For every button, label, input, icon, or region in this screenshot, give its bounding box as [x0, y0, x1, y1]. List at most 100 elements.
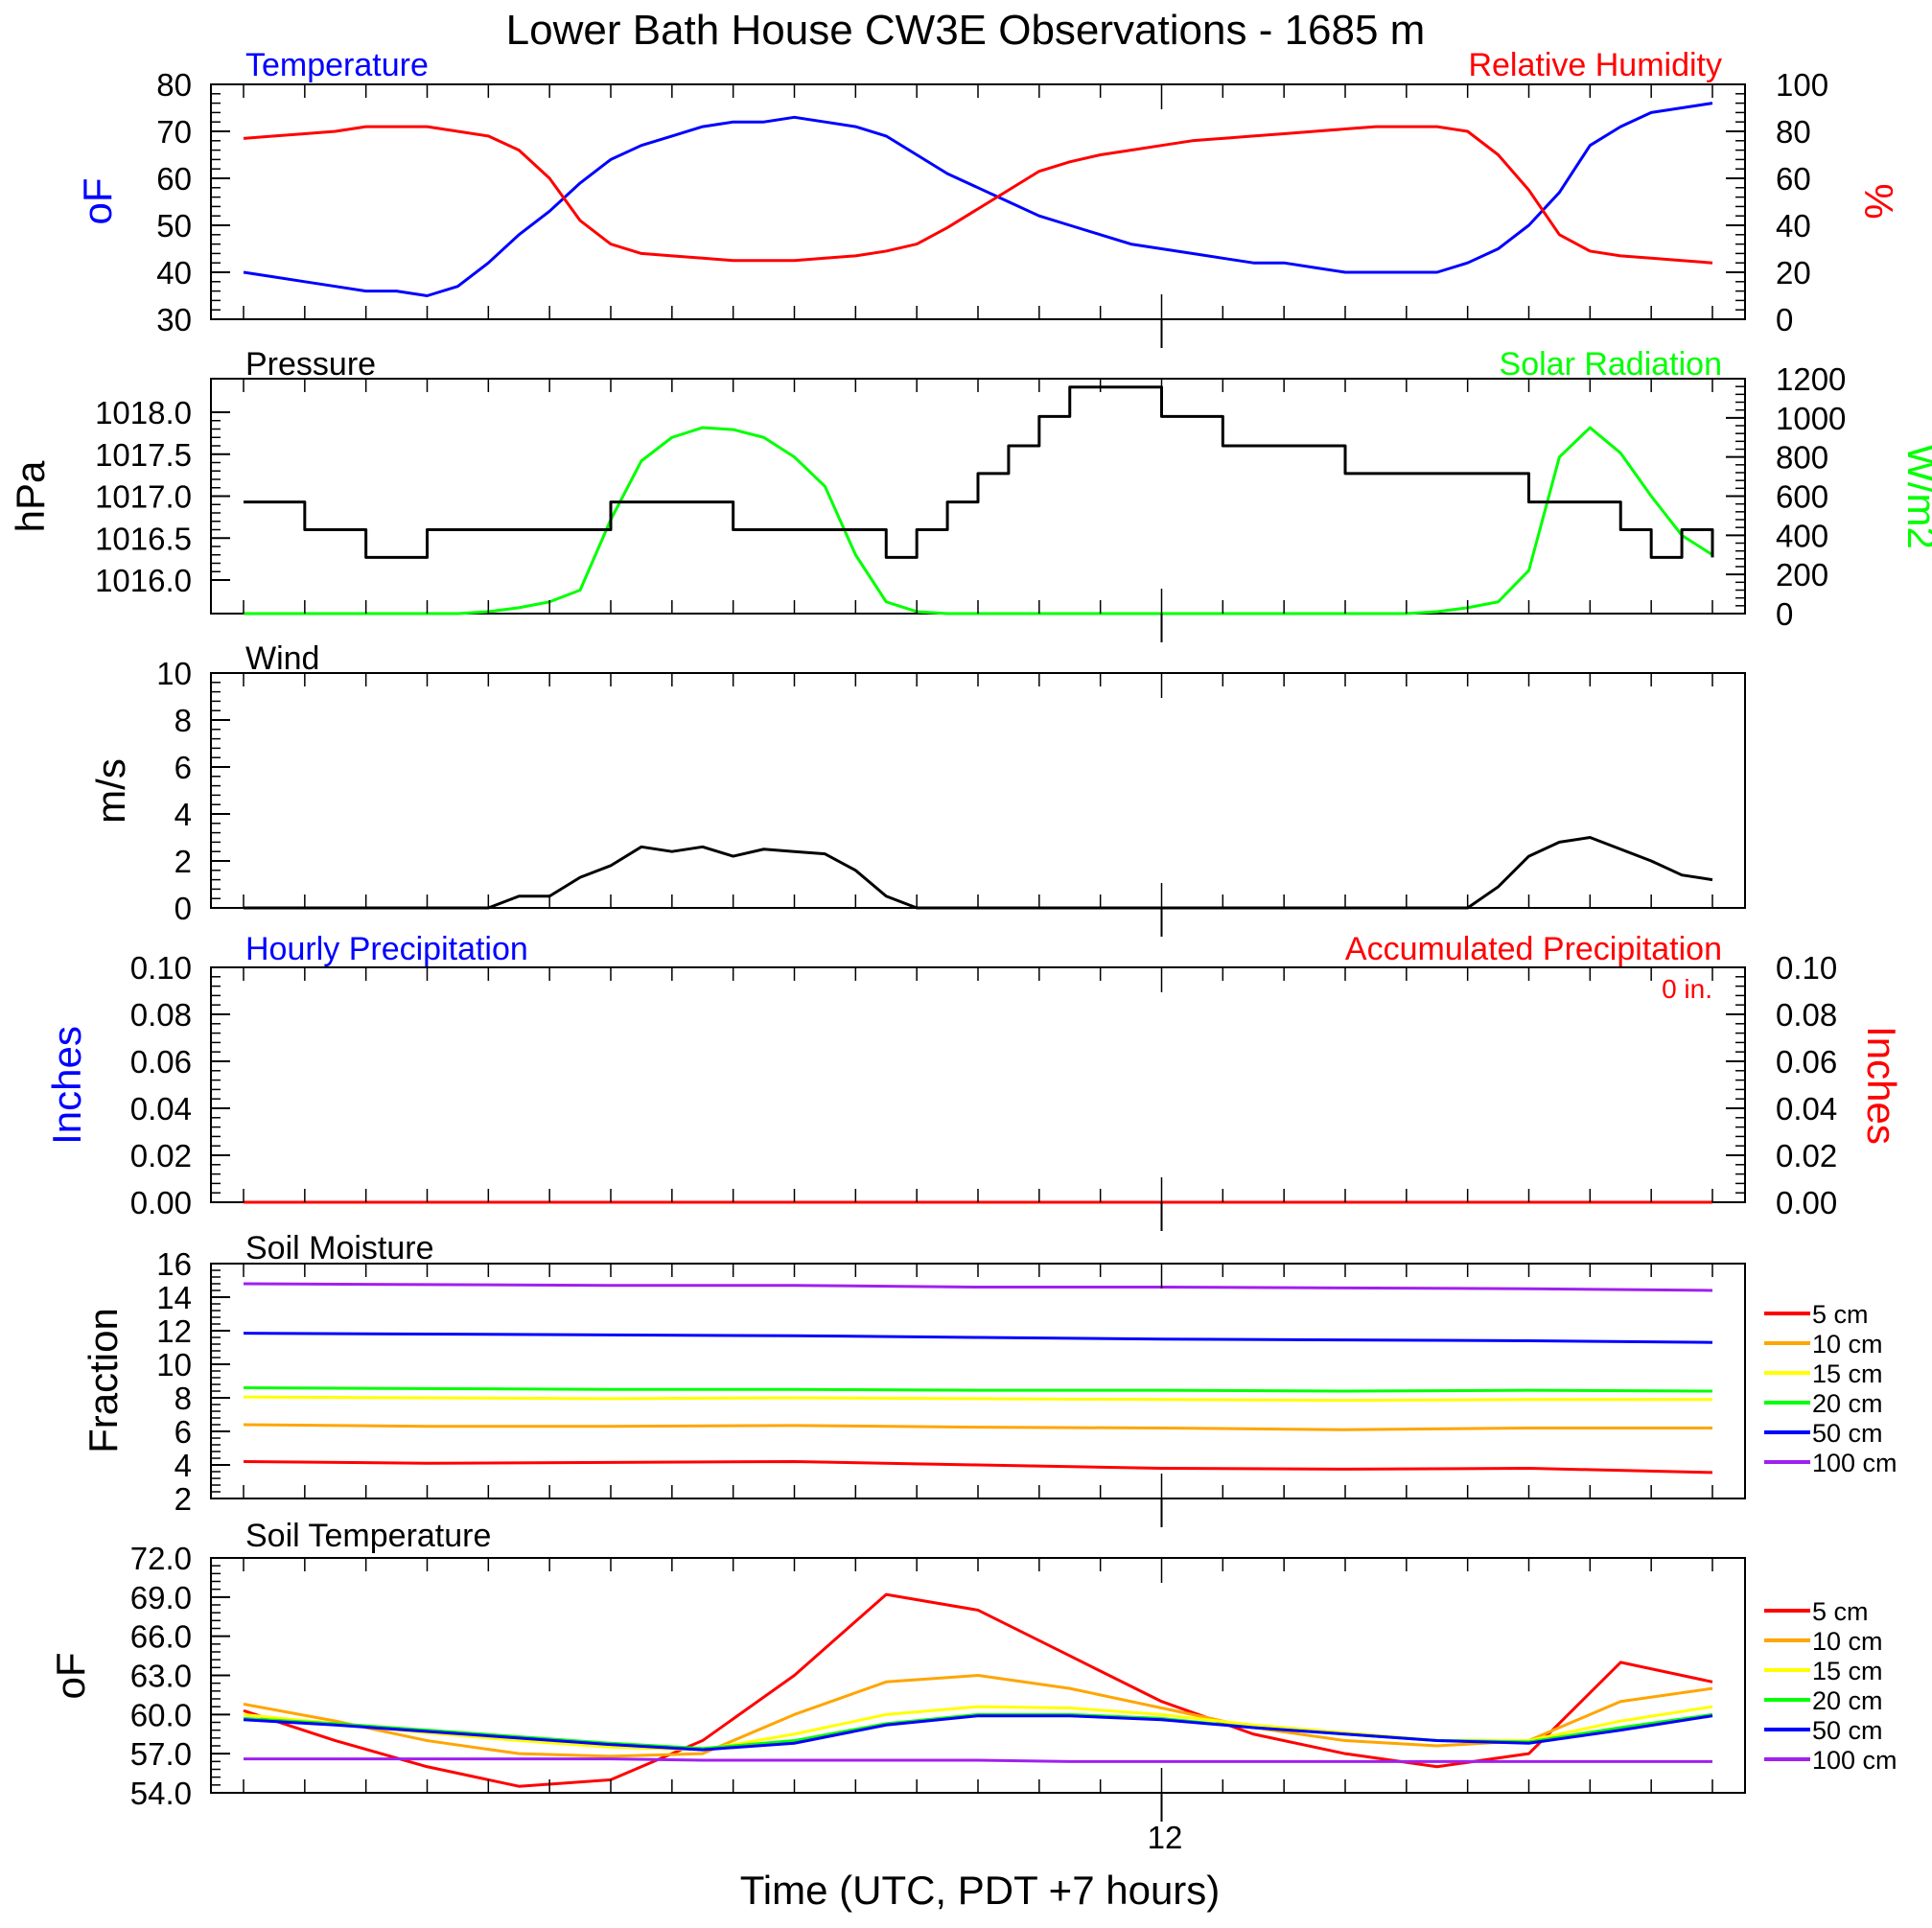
- y-tick-label: 12: [156, 1313, 192, 1349]
- y-tick-label: 1200: [1776, 361, 1846, 397]
- y-tick-label: 4: [175, 1448, 192, 1483]
- precip-left-y-ticks: 0.00 0.02 0.04 0.06 0.08 0.10: [130, 950, 230, 1220]
- precip-left-y-axis-label: Inches: [44, 1026, 89, 1145]
- legend-label: 100 cm: [1812, 1746, 1897, 1775]
- x-tick-label-12: 12: [1148, 1820, 1183, 1855]
- pressure-y-axis-label: hPa: [8, 460, 53, 532]
- y-tick-label: 0: [1776, 596, 1793, 632]
- y-tick-label: 30: [156, 302, 192, 337]
- y-tick-label: 60: [1776, 161, 1811, 197]
- series-line-pressure: [244, 385, 1714, 559]
- temperature-panel-title: Temperature: [245, 47, 429, 83]
- legend-label: 50 cm: [1812, 1419, 1883, 1448]
- y-tick-label: 72.0: [130, 1541, 192, 1576]
- hourly-precip-panel-title: Hourly Precipitation: [245, 931, 528, 967]
- pressure-y-ticks: 1016.0 1016.5 1017.0 1017.5 1018.0: [95, 395, 230, 598]
- y-tick-label: 10: [156, 1347, 192, 1382]
- series-line-20-cm: [243, 1386, 1713, 1393]
- y-tick-label: 2: [175, 1481, 192, 1517]
- time-x-axis: [243, 84, 1713, 1822]
- y-tick-label: 1000: [1776, 401, 1846, 436]
- y-tick-label: 63.0: [130, 1659, 192, 1694]
- y-tick-label: 2: [175, 844, 192, 879]
- y-tick-label: 80: [156, 67, 192, 103]
- wind-panel-title: Wind: [245, 640, 319, 677]
- y-tick-label: 80: [1776, 114, 1811, 150]
- legend-label: 5 cm: [1812, 1597, 1869, 1626]
- figure-title: Lower Bath House CW3E Observations - 168…: [506, 7, 1426, 54]
- soil-temperature-panel-title: Soil Temperature: [245, 1518, 491, 1554]
- y-tick-label: 8: [175, 1381, 192, 1416]
- y-tick-label: 8: [175, 703, 192, 738]
- legend-label: 15 cm: [1812, 1359, 1883, 1388]
- y-tick-label: 0.04: [1776, 1091, 1837, 1127]
- y-tick-label: 400: [1776, 518, 1828, 553]
- y-tick-label: 1018.0: [95, 395, 192, 430]
- y-tick-label: 70: [156, 114, 192, 150]
- y-tick-label: 69.0: [130, 1580, 192, 1615]
- series-line-100-cm: [243, 1282, 1713, 1292]
- y-tick-label: 0.02: [1776, 1138, 1837, 1173]
- y-tick-label: 16: [156, 1246, 192, 1282]
- series-line-temperature: [243, 102, 1713, 297]
- humidity-panel-title: Relative Humidity: [1468, 47, 1722, 83]
- series-line-5-cm: [243, 1460, 1713, 1475]
- legend-label: 10 cm: [1812, 1330, 1883, 1359]
- legend-label: 20 cm: [1812, 1686, 1883, 1715]
- accum-precip-annotation: 0 in.: [1662, 974, 1712, 1004]
- humidity-y-ticks: 0 20 40 60 80 100: [1726, 67, 1828, 337]
- y-tick-label: 10: [156, 656, 192, 691]
- y-tick-label: 1016.5: [95, 521, 192, 556]
- soil-temperature-y-axis-label: oF: [48, 1652, 93, 1699]
- y-tick-label: 0.08: [1776, 997, 1837, 1033]
- y-tick-label: 0.00: [130, 1185, 192, 1220]
- y-tick-label: 6: [175, 750, 192, 785]
- y-tick-label: 0: [175, 891, 192, 926]
- y-tick-label: 0.02: [130, 1138, 192, 1173]
- y-tick-label: 14: [156, 1280, 192, 1315]
- legend-label: 5 cm: [1812, 1300, 1869, 1329]
- y-tick-label: 1016.0: [95, 563, 192, 598]
- y-tick-label: 60.0: [130, 1697, 192, 1732]
- series-line-50-cm: [243, 1332, 1713, 1344]
- accum-precip-panel-title: Accumulated Precipitation: [1345, 931, 1722, 967]
- solar-panel-title: Solar Radiation: [1500, 346, 1722, 383]
- y-tick-label: 4: [175, 797, 192, 832]
- y-tick-label: 800: [1776, 440, 1828, 476]
- y-tick-label: 1017.0: [95, 479, 192, 515]
- y-tick-label: 0.08: [130, 997, 192, 1033]
- y-tick-label: 0.10: [1776, 950, 1837, 986]
- y-tick-label: 54.0: [130, 1776, 192, 1811]
- y-tick-label: 1017.5: [95, 437, 192, 473]
- soil-moisture-panel-title: Soil Moisture: [245, 1230, 434, 1266]
- y-tick-label: 0.06: [130, 1044, 192, 1080]
- wind-y-axis-label: m/s: [88, 758, 133, 824]
- y-tick-label: 0.10: [130, 950, 192, 986]
- y-tick-label: 66.0: [130, 1619, 192, 1655]
- series-line-10-cm: [243, 1423, 1712, 1431]
- y-tick-label: 50: [156, 208, 192, 244]
- y-tick-label: 600: [1776, 479, 1828, 515]
- y-tick-label: 40: [156, 255, 192, 290]
- temperature-series-group: [243, 102, 1713, 297]
- y-tick-label: 60: [156, 161, 192, 197]
- humidity-y-axis-label: %: [1856, 183, 1901, 219]
- y-tick-label: 6: [175, 1414, 192, 1450]
- legend-label: 100 cm: [1812, 1449, 1897, 1477]
- series-line-50-cm: [243, 1714, 1713, 1752]
- y-tick-label: 0.00: [1776, 1185, 1837, 1220]
- precip-right-y-axis-label: Inches: [1859, 1026, 1904, 1145]
- soil-moisture-y-axis-label: Fraction: [81, 1308, 126, 1453]
- y-tick-label: 57.0: [130, 1736, 192, 1772]
- series-line-15-cm: [243, 1395, 1712, 1403]
- legend-label: 50 cm: [1812, 1716, 1883, 1745]
- legend-label: 10 cm: [1812, 1627, 1883, 1656]
- soil-moisture-series-group: [243, 1282, 1713, 1475]
- y-tick-label: 0.06: [1776, 1044, 1837, 1080]
